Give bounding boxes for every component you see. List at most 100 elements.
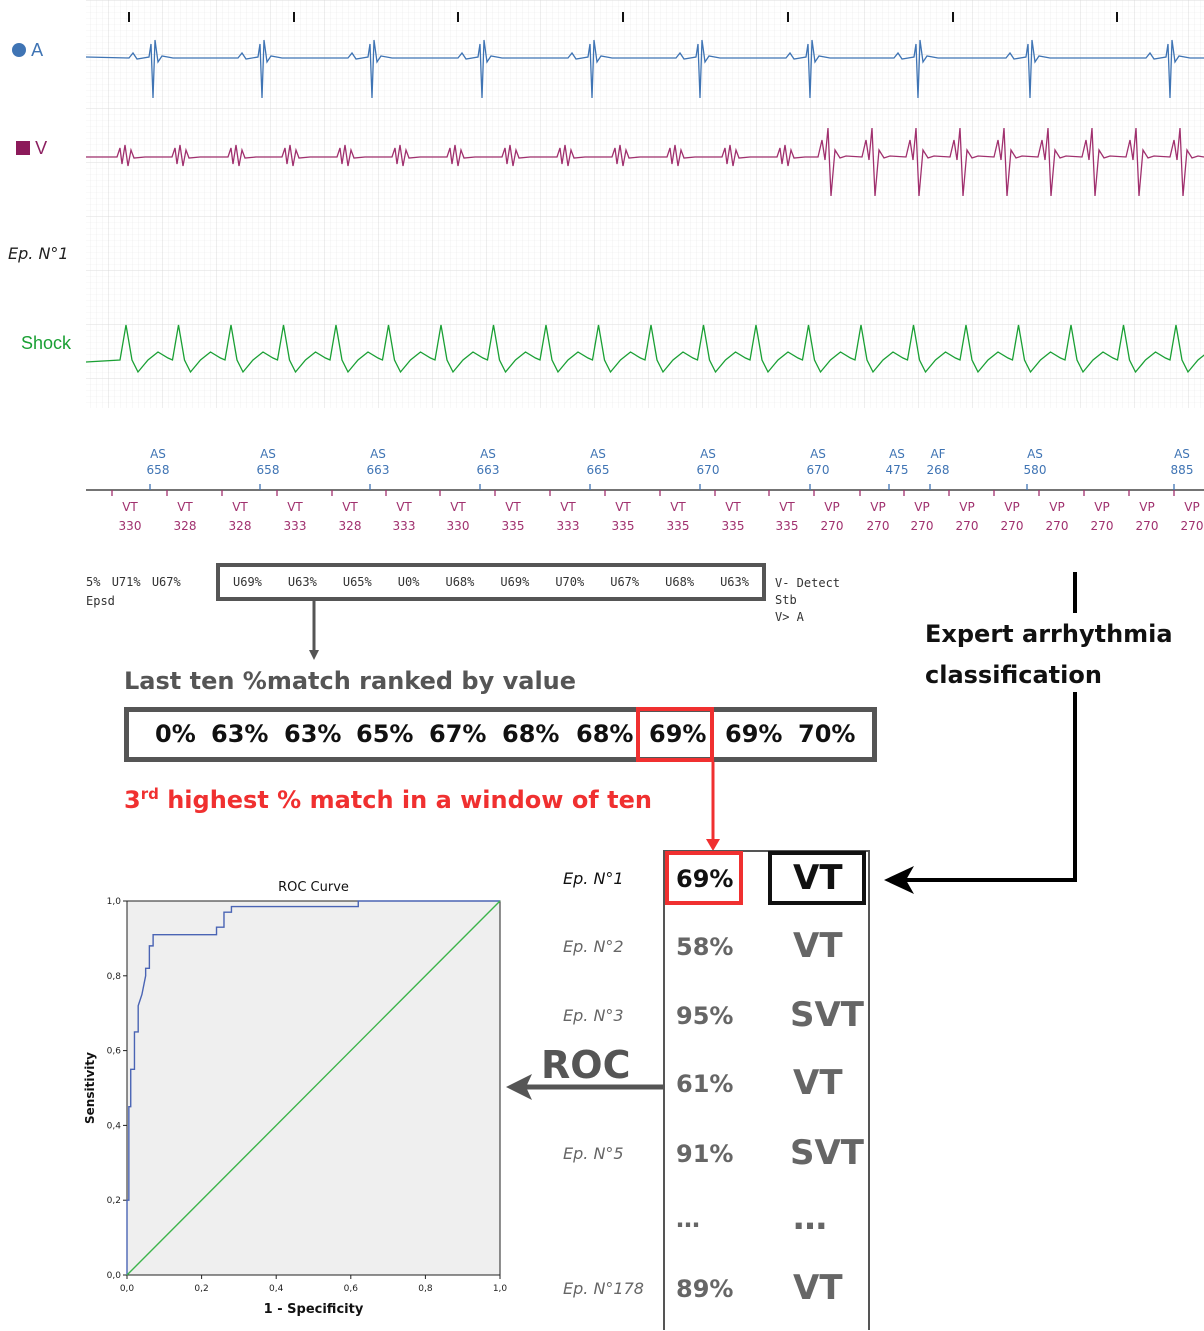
series-line-1 [126, 900, 501, 1276]
vent-marker-label-8: VT [560, 500, 576, 514]
atrial-marker-value-3: 663 [477, 463, 500, 477]
vent-marker-label-14: VP [870, 500, 885, 514]
atrial-marker-value-6: 670 [807, 463, 830, 477]
episode-class-highlight [768, 851, 866, 905]
ranked-caption-sup: rd [140, 785, 159, 803]
atrial-marker-value-2: 663 [367, 463, 390, 477]
channel-v-label: V [16, 138, 47, 159]
x-tick-label-0: 0,0 [120, 1284, 135, 1294]
episode-pct-1: 58% [676, 933, 734, 961]
atrial-marker-value-10: 885 [1171, 463, 1194, 477]
episode-pct-highlight [665, 851, 743, 905]
x-tick-label-2: 0,4 [269, 1284, 284, 1294]
vent-marker-label-13: VP [824, 500, 839, 514]
x-tick-label-1: 0,2 [194, 1284, 208, 1294]
ranked-highlight-box [636, 707, 714, 762]
channel-a-label: A [12, 40, 43, 61]
episode-pct-2: 95% [676, 1002, 734, 1030]
episode-name-0: Ep. N°1 [563, 869, 624, 888]
episode-class-4: SVT [790, 1133, 864, 1173]
expert-arrowhead [884, 866, 914, 894]
match-leading-1: U71% [111, 575, 141, 589]
square-icon [16, 141, 30, 155]
series-line-0 [126, 900, 500, 1275]
atrial-marker-value-9: 580 [1024, 463, 1047, 477]
marker-channel: AS 658 AS 658 AS 663 AS 663 AS 665 AS 670 AS 670 AS 475… [86, 447, 1204, 533]
episode-class-0: VT [793, 858, 843, 898]
channel-a-text: A [31, 40, 44, 60]
vent-marker-label-17: VP [1004, 500, 1019, 514]
vent-marker-label-21: VP [1184, 500, 1199, 514]
vent-marker-value-1: 328 [174, 519, 197, 533]
vent-marker-value-8: 333 [557, 519, 580, 533]
match-value-6: U70% [555, 575, 585, 589]
ranked-caption: 3rd highest % match in a window of ten [124, 785, 652, 814]
match-value-9: U63% [720, 575, 749, 589]
vent-marker-label-18: VP [1049, 500, 1064, 514]
match-value-3: U0% [397, 575, 420, 589]
vent-marker-value-16: 270 [956, 519, 979, 533]
vent-marker-value-2: 328 [229, 519, 252, 533]
match-value-5: U69% [500, 575, 530, 589]
vent-marker-value-13: 270 [821, 519, 844, 533]
ranked-value-9: 70% [798, 720, 856, 748]
episode-name-4: Ep. N°5 [563, 1144, 624, 1163]
ranked-title: Last ten %match ranked by value [124, 667, 577, 695]
expert-label-line-0: Expert arrhythmia [925, 620, 1173, 648]
expert-label-line-1: classification [925, 661, 1102, 689]
atrial-marker-value-8: 268 [927, 463, 950, 477]
match-value-8: U68% [665, 575, 695, 589]
y-tick-label-1: 0,2 [107, 1196, 121, 1206]
vent-marker-value-9: 335 [612, 519, 635, 533]
episode-class-5: … [793, 1198, 827, 1238]
egm-grid [86, 0, 1204, 408]
ranked-values-box: 0% 63% 63% 65% 67% 68% 68% 69% 69% 70% [124, 707, 877, 762]
atrial-marker-label-10: AS [1174, 447, 1190, 461]
atrial-marker-label-9: AS [1027, 447, 1043, 461]
vent-marker-label-4: VT [342, 500, 358, 514]
vent-marker-label-19: VP [1094, 500, 1109, 514]
roc-arrowhead [506, 1074, 532, 1100]
ranked-caption-pre: 3 [124, 786, 141, 814]
vent-marker-label-11: VT [725, 500, 741, 514]
expert-label: Expert arrhythmia classification [925, 614, 1173, 696]
ranked-value-3: 65% [356, 720, 414, 748]
match-value-2: U65% [342, 575, 372, 589]
episode-name-2: Ep. N°3 [563, 1006, 624, 1025]
match-value-0: U69% [233, 575, 262, 589]
episode-class-2: SVT [790, 995, 864, 1035]
atrial-marker-label-5: AS [700, 447, 716, 461]
atrial-marker-label-8: AF [930, 447, 945, 461]
time-ticks [128, 12, 1118, 22]
episode-class-3: VT [793, 1063, 843, 1103]
y-tick-label-5: 1,0 [107, 897, 122, 907]
ranked-value-7: 69% [649, 720, 707, 748]
vent-marker-label-6: VT [450, 500, 466, 514]
atrial-marker-value-5: 670 [697, 463, 720, 477]
egm-traces [85, 0, 1204, 408]
vent-marker-value-4: 328 [339, 519, 362, 533]
atrial-marker-label-0: AS [150, 447, 166, 461]
ranked-value-6: 68% [576, 720, 634, 748]
vent-marker-value-3: 333 [284, 519, 307, 533]
vent-marker-value-10: 335 [667, 519, 690, 533]
chart-title: ROC Curve [278, 880, 349, 895]
episode-pct-3: 61% [676, 1070, 734, 1098]
atrial-marker-label-7: AS [889, 447, 905, 461]
vent-marker-label-9: VT [615, 500, 631, 514]
atrial-marker-value-0: 658 [147, 463, 170, 477]
vent-marker-label-15: VP [914, 500, 929, 514]
ranked-value-2: 63% [284, 720, 342, 748]
detect-line-0: V- Detect [775, 576, 841, 590]
detect-line-2: V> A [775, 610, 804, 624]
match-leading-2: U67% [151, 575, 181, 589]
ranked-value-5: 68% [502, 720, 560, 748]
roc-chart: ROC Curve 0,0 0,2 0,4 0,6 0,8 1,0 0,0 0,2 0,4 0,6 0… [83, 880, 507, 1317]
episode-class-1: VT [793, 926, 843, 966]
episode-table-border [663, 850, 870, 1330]
expert-line-bottom [905, 692, 1077, 882]
vent-marker-label-12: VT [779, 500, 795, 514]
y-tick-label-0: 0,0 [107, 1271, 122, 1281]
vent-marker-value-11: 335 [722, 519, 745, 533]
episode-name-1: Ep. N°2 [563, 937, 624, 956]
